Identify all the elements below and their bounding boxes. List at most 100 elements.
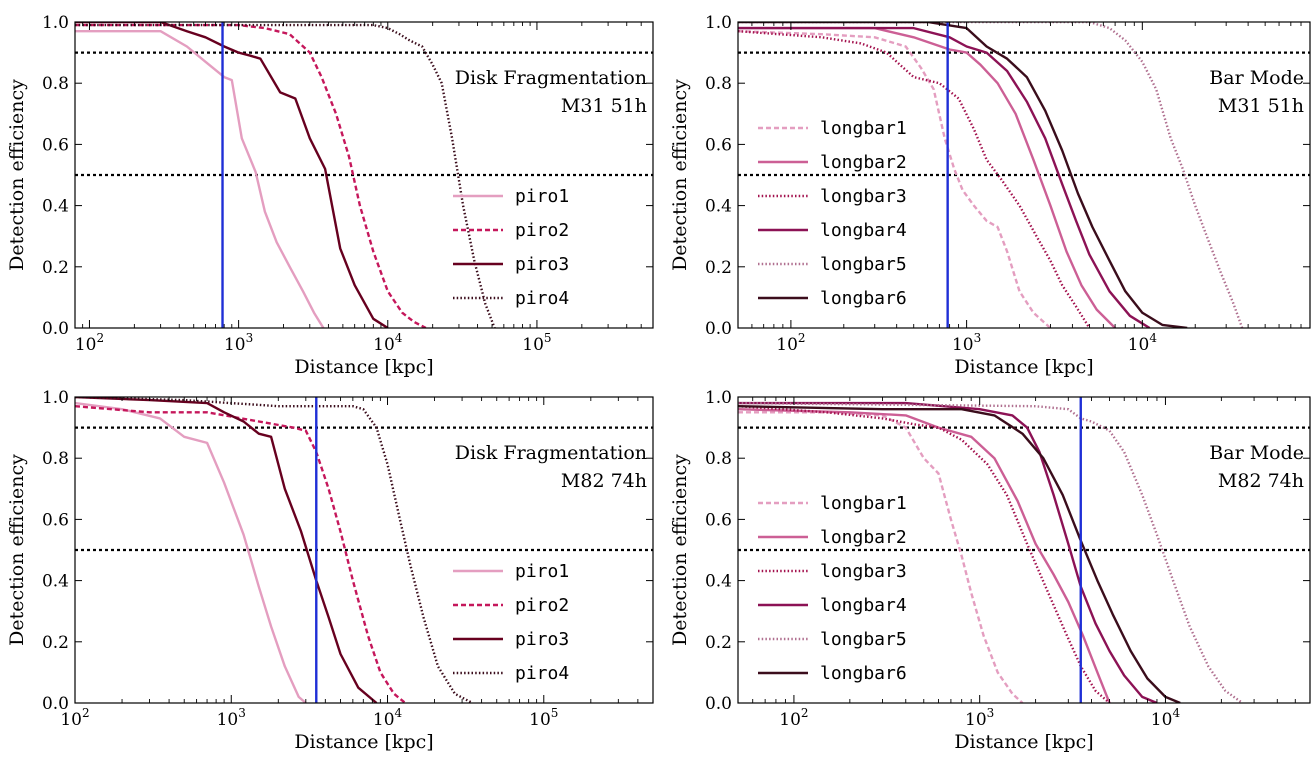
annotation-text: M82 74h: [561, 470, 647, 492]
y-tick-label: 0.8: [705, 74, 732, 94]
legend-label-longbar4: longbar4: [820, 220, 907, 241]
chart-panel-1: 0.0 0.2 0.4 0.6 0.8 1.0 102 103 104 105 Distance […: [6, 13, 654, 378]
legend-label-piro4: piro4: [515, 288, 569, 309]
legend: piro1 piro2 piro3 piro4: [453, 561, 569, 684]
y-tick-label: 0.6: [705, 510, 732, 530]
series-line-longbar1: [738, 30, 1052, 328]
y-tick-label: 1.0: [42, 13, 69, 33]
y-tick-label: 0.0: [42, 694, 69, 714]
y-tick-label: 1.0: [705, 388, 732, 408]
annotation-text: Disk Fragmentation: [455, 67, 647, 89]
annotation-text: M82 74h: [1218, 470, 1304, 492]
series-line-longbar3: [738, 405, 1111, 703]
x-axis-label: Distance [kpc]: [294, 356, 433, 378]
x-axis-label: Distance [kpc]: [954, 356, 1093, 378]
legend-label-piro3: piro3: [515, 254, 569, 275]
legend-label-longbar2: longbar2: [820, 527, 907, 548]
series-line-piro1: [75, 30, 325, 328]
legend-label-longbar1: longbar1: [820, 118, 907, 139]
y-tick-label: 1.0: [705, 13, 732, 33]
x-tick-label: 102: [75, 331, 104, 355]
y-tick-label: 0.8: [705, 449, 732, 469]
annotation-text: Bar Mode: [1209, 442, 1304, 464]
series-line-longbar4: [738, 401, 1158, 703]
y-tick-label: 0.0: [42, 319, 69, 339]
x-axis-label: Distance [kpc]: [954, 731, 1093, 753]
legend-label-longbar3: longbar3: [820, 186, 907, 207]
legend-label-longbar6: longbar6: [820, 288, 907, 309]
legend: longbar1 longbar2 longbar3 longbar4 longbar5…: [758, 118, 907, 309]
plot-frame: [74, 396, 654, 704]
annotation-text: Bar Mode: [1209, 67, 1304, 89]
y-tick-label: 0.8: [42, 74, 69, 94]
y-tick-label: 0.2: [705, 258, 732, 278]
series-line-longbar6: [738, 405, 1181, 703]
series-line-longbar1: [738, 411, 1024, 703]
legend: piro1 piro2 piro3 piro4: [453, 186, 569, 309]
x-tick-label: 104: [373, 331, 403, 355]
y-tick-label: 0.0: [705, 694, 732, 714]
legend-label-longbar5: longbar5: [820, 629, 907, 650]
x-tick-label: 103: [952, 331, 981, 355]
x-axis-label: Distance [kpc]: [294, 731, 433, 753]
series-line-longbar2: [738, 408, 1111, 703]
annotation-text: M31 51h: [1218, 95, 1304, 117]
series-line-piro3: [75, 22, 389, 328]
x-tick-label: 104: [1151, 706, 1181, 730]
y-tick-label: 0.8: [42, 449, 69, 469]
chart-panel-3: 0.0 0.2 0.4 0.6 0.8 1.0 102 103 104 105 Distance […: [6, 388, 654, 753]
y-tick-label: 0.6: [42, 510, 69, 530]
plot-frame: [74, 21, 654, 329]
y-axis-label: Detection efficiency: [669, 454, 691, 646]
chart-panel-2: 0.0 0.2 0.4 0.6 0.8 1.0 102 103 104 Distance [kpc…: [669, 13, 1311, 378]
y-tick-label: 0.2: [705, 633, 732, 653]
y-tick-label: 0.2: [42, 258, 69, 278]
series-line-piro4: [75, 23, 496, 328]
legend-label-piro3: piro3: [515, 629, 569, 650]
chart-panel-4: 0.0 0.2 0.4 0.6 0.8 1.0 102 103 104 Distance [kpc…: [669, 388, 1311, 753]
y-axis-label: Detection efficiency: [6, 454, 28, 646]
series-line-piro3: [75, 397, 378, 703]
legend-label-piro2: piro2: [515, 595, 569, 616]
y-tick-label: 0.4: [42, 197, 69, 217]
y-axis-label: Detection efficiency: [669, 79, 691, 271]
y-tick-label: 0.4: [705, 197, 732, 217]
plot-frame: [737, 396, 1311, 704]
x-tick-label: 102: [779, 706, 808, 730]
series-line-piro2: [75, 405, 407, 703]
series-line-longbar6: [738, 22, 1188, 328]
x-tick-label: 105: [522, 331, 551, 355]
x-tick-label: 104: [373, 706, 403, 730]
legend-label-piro4: piro4: [515, 663, 569, 684]
legend-label-piro1: piro1: [515, 186, 569, 207]
y-tick-label: 0.4: [705, 572, 732, 592]
x-tick-label: 103: [224, 331, 253, 355]
plot-frame: [737, 21, 1311, 329]
series-line-longbar2: [738, 26, 1116, 328]
plot-area: [738, 397, 1310, 703]
annotation-text: Disk Fragmentation: [455, 442, 647, 464]
y-tick-label: 0.2: [42, 633, 69, 653]
x-tick-label: 105: [529, 706, 558, 730]
legend: longbar1 longbar2 longbar3 longbar4 longbar5…: [758, 493, 907, 684]
legend-label-longbar3: longbar3: [820, 561, 907, 582]
series-line-longbar5: [738, 401, 1244, 703]
legend-label-longbar4: longbar4: [820, 595, 907, 616]
legend-label-longbar1: longbar1: [820, 493, 907, 514]
series-line-longbar4: [738, 26, 1151, 328]
x-tick-label: 104: [1128, 331, 1158, 355]
y-tick-label: 1.0: [42, 388, 69, 408]
y-axis-label: Detection efficiency: [6, 79, 28, 271]
legend-label-longbar2: longbar2: [820, 152, 907, 173]
x-tick-label: 102: [60, 706, 89, 730]
plot-area: [75, 397, 653, 703]
series-line-longbar3: [738, 30, 1091, 328]
legend-label-longbar5: longbar5: [820, 254, 907, 275]
annotation-text: M31 51h: [561, 95, 647, 117]
series-line-piro4: [75, 397, 474, 703]
y-tick-label: 0.6: [42, 135, 69, 155]
x-tick-label: 103: [217, 706, 246, 730]
plot-area: [75, 22, 653, 328]
series-line-piro2: [75, 23, 427, 328]
